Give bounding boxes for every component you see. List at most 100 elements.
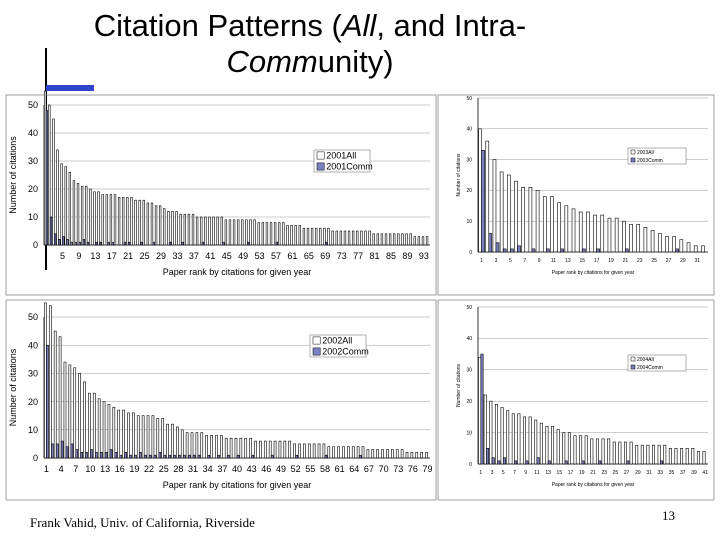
- bar-all: [200, 432, 204, 459]
- bar-all: [244, 437, 248, 459]
- bar-all: [601, 438, 605, 465]
- bar-all: [146, 415, 150, 459]
- x-tick-label: 9: [524, 470, 527, 476]
- x-tick-label: 37: [217, 464, 227, 474]
- x-tick-label: 49: [276, 464, 286, 474]
- bar-all: [257, 222, 260, 246]
- y-tick-label: 30: [466, 157, 472, 163]
- x-tick-label: 23: [637, 258, 643, 264]
- bar-comm: [486, 447, 490, 465]
- bar-all: [113, 194, 117, 246]
- y-tick-label: 0: [469, 250, 472, 256]
- panel-2003: [437, 94, 715, 296]
- bar-all: [629, 223, 633, 253]
- bar-all: [58, 336, 62, 459]
- y-tick-label: 10: [28, 425, 38, 435]
- bar-comm: [251, 454, 255, 459]
- bar-all: [171, 423, 174, 459]
- y-tick-label: 20: [28, 397, 38, 407]
- bar-comm: [158, 452, 162, 459]
- legend-swatch-comm: [316, 162, 325, 171]
- bar-all: [323, 227, 326, 246]
- legend-swatch-comm: [312, 347, 321, 356]
- bar-comm: [181, 241, 184, 246]
- bar-comm: [46, 344, 49, 459]
- bar-all: [88, 392, 91, 459]
- bar-all: [101, 194, 104, 246]
- x-tick-label: 53: [255, 251, 265, 261]
- bar-all: [376, 233, 379, 246]
- bar-comm: [58, 239, 61, 246]
- bar-comm: [129, 454, 132, 459]
- bar-comm: [502, 248, 507, 253]
- bar-all: [331, 230, 334, 246]
- x-tick-label: 61: [287, 251, 297, 261]
- x-tick-label: 40: [232, 464, 242, 474]
- legend-box: [627, 147, 687, 165]
- x-tick-label: 61: [335, 464, 345, 474]
- bar-all: [44, 302, 47, 459]
- x-tick-label: 11: [551, 258, 556, 264]
- legend-swatch-all: [316, 151, 325, 160]
- bar-all: [371, 449, 375, 459]
- chart-2001: 0 10 20 30 40 50 5 9 13 17 21 25 29 33 37 41 45 49 53 57 61 6…: [8, 90, 430, 277]
- x-tick-label: 52: [291, 464, 301, 474]
- y-axis-title: Number of citations: [8, 136, 18, 214]
- bar-all: [234, 437, 238, 459]
- bar-all: [273, 440, 277, 459]
- x-tick-label: 9: [538, 258, 541, 264]
- bar-comm: [168, 241, 172, 246]
- bar-all: [286, 225, 289, 246]
- bar-comm: [581, 248, 586, 253]
- bar-comm: [480, 353, 484, 465]
- x-tick-label: 28: [173, 464, 183, 474]
- x-tick-label: 29: [680, 258, 686, 264]
- x-tick-label: 79: [423, 464, 433, 474]
- bar-comm: [109, 449, 113, 459]
- bar-all: [425, 452, 428, 459]
- bar-all: [298, 225, 301, 246]
- bar-comm: [78, 241, 81, 246]
- bar-all: [643, 227, 648, 253]
- bar-all: [686, 242, 691, 253]
- bar-all: [417, 236, 421, 246]
- x-tick-label: 10: [85, 464, 95, 474]
- x-tick-label: 55: [305, 464, 315, 474]
- bar-all: [73, 367, 77, 459]
- bar-all: [517, 413, 521, 465]
- x-tick-label: 3: [491, 470, 494, 476]
- x-tick-label: 31: [646, 470, 652, 476]
- bar-all: [48, 104, 51, 246]
- legend-swatch-comm: [630, 364, 636, 370]
- bar-comm: [127, 241, 131, 246]
- x-tick-label: 21: [123, 251, 133, 261]
- bar-all: [696, 451, 700, 465]
- bar-comm: [510, 248, 514, 253]
- bar-all: [579, 435, 583, 465]
- bar-all: [535, 190, 540, 253]
- bar-all: [141, 415, 145, 459]
- bar-all: [48, 305, 52, 459]
- bar-all: [56, 149, 59, 246]
- y-tick-label: 40: [28, 340, 38, 350]
- bar-comm: [168, 454, 171, 459]
- bar-comm: [70, 241, 73, 246]
- bar-all: [315, 227, 318, 246]
- bar-all: [343, 230, 347, 246]
- bar-all: [283, 440, 287, 459]
- bar-all: [629, 441, 633, 465]
- x-tick-label: 7: [73, 464, 78, 474]
- bar-comm: [491, 457, 495, 465]
- x-tick-label: 31: [694, 258, 700, 264]
- bar-all: [534, 419, 538, 465]
- bar-all: [361, 446, 365, 459]
- bar-all: [259, 440, 262, 459]
- bar-all: [303, 443, 306, 459]
- bar-comm: [163, 454, 167, 459]
- chart-2002: 0 10 20 30 40 50 1 4 7 10 13 16 19 22 25 28 31 34 37 40 43 46…: [8, 302, 433, 490]
- bar-all: [327, 446, 331, 459]
- bar-all: [142, 199, 145, 246]
- x-tick-label: 77: [353, 251, 363, 261]
- bar-comm: [295, 454, 298, 459]
- bar-all: [76, 183, 80, 246]
